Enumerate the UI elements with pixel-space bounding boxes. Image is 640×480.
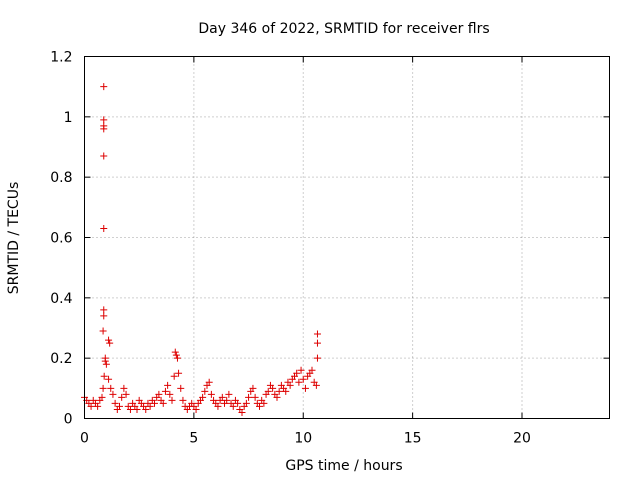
- data-point: [99, 327, 107, 335]
- data-point: [168, 396, 176, 404]
- data-point: [173, 354, 181, 362]
- data-point: [100, 152, 108, 160]
- x-tick-label: 20: [513, 431, 531, 447]
- data-point: [238, 408, 246, 416]
- data-point: [107, 384, 115, 392]
- data-point: [218, 393, 226, 401]
- data-point: [301, 384, 309, 392]
- data-point: [100, 83, 108, 91]
- data-point: [159, 399, 167, 407]
- data-point: [171, 348, 179, 356]
- data-point: [234, 399, 242, 407]
- y-tick-label: 0.6: [50, 231, 72, 247]
- data-point: [179, 396, 187, 404]
- data-point: [100, 306, 108, 314]
- x-tick-label: 5: [189, 431, 198, 447]
- x-axis-label: GPS time / hours: [285, 458, 402, 474]
- data-point: [94, 402, 102, 410]
- data-point: [299, 375, 307, 383]
- data-point: [286, 381, 294, 389]
- data-point: [269, 384, 277, 392]
- data-point: [225, 390, 233, 398]
- data-point: [101, 357, 109, 365]
- y-tick-label: 0: [64, 412, 73, 428]
- data-point: [100, 224, 108, 232]
- data-point: [249, 384, 257, 392]
- data-point: [256, 402, 263, 410]
- data-point: [172, 351, 180, 359]
- data-point: [170, 372, 178, 380]
- data-point: [118, 393, 126, 401]
- data-points: [81, 83, 321, 416]
- data-point: [166, 390, 174, 398]
- y-tick-label: 0.8: [50, 170, 72, 186]
- axis-ticks: 0 5 10 15 20 0 0.2 0.4 0.6 0.8 1 1.2: [50, 50, 610, 447]
- data-point: [106, 339, 114, 347]
- data-point: [313, 330, 321, 338]
- data-point: [205, 378, 213, 386]
- data-point: [151, 399, 158, 407]
- y-tick-label: 0.2: [50, 351, 72, 367]
- data-point: [192, 405, 200, 413]
- data-point: [116, 402, 123, 410]
- data-point: [177, 384, 185, 392]
- y-axis-label: SRMTID / TECUs: [6, 182, 22, 295]
- data-point: [308, 366, 316, 374]
- data-point: [293, 369, 301, 377]
- data-point: [275, 387, 283, 395]
- data-point: [164, 381, 172, 389]
- data-point: [120, 384, 128, 392]
- data-point: [199, 393, 207, 401]
- y-tick-label: 1: [64, 110, 73, 126]
- y-tick-label: 1.2: [50, 50, 72, 66]
- data-point: [111, 399, 119, 407]
- data-point: [245, 393, 253, 401]
- data-point: [100, 372, 108, 380]
- data-point: [100, 125, 108, 133]
- data-point: [260, 399, 268, 407]
- grid-layer: [84, 56, 610, 419]
- data-point: [99, 384, 107, 392]
- data-point: [313, 354, 321, 362]
- data-point: [146, 402, 154, 410]
- data-point: [264, 387, 272, 395]
- data-point: [242, 399, 250, 407]
- data-point: [223, 396, 231, 404]
- data-point: [122, 390, 130, 398]
- data-point: [201, 387, 209, 395]
- data-point: [100, 312, 108, 320]
- data-point: [207, 390, 215, 398]
- data-point: [295, 378, 303, 386]
- x-tick-label: 0: [80, 431, 89, 447]
- data-point: [175, 369, 183, 377]
- data-point: [87, 402, 95, 410]
- data-point: [161, 387, 169, 395]
- data-point: [282, 387, 290, 395]
- data-point: [102, 360, 110, 368]
- data-point: [155, 390, 163, 398]
- data-point: [313, 339, 321, 347]
- data-point: [105, 375, 113, 383]
- data-point: [214, 402, 222, 410]
- data-point: [273, 393, 281, 401]
- data-point: [229, 402, 237, 410]
- data-point: [142, 405, 150, 413]
- data-point: [98, 393, 106, 401]
- data-point: [105, 336, 113, 344]
- data-point: [109, 390, 117, 398]
- data-point: [126, 405, 134, 413]
- x-tick-label: 15: [404, 431, 422, 447]
- data-point: [133, 405, 141, 413]
- x-tick-label: 10: [294, 431, 312, 447]
- y-tick-label: 0.4: [50, 291, 72, 307]
- data-point: [297, 366, 305, 374]
- data-point: [100, 116, 108, 124]
- data-point: [312, 381, 320, 389]
- data-point: [251, 393, 259, 401]
- chart-title: Day 346 of 2022, SRMTID for receiver flr…: [198, 21, 489, 37]
